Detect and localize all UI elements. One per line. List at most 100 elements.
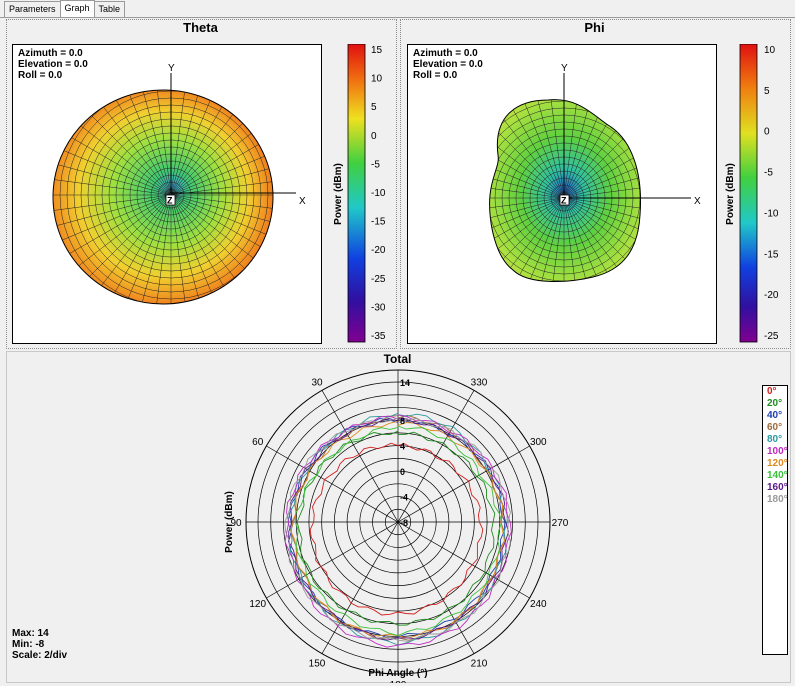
- polar-angle-label: 150: [309, 658, 326, 669]
- colorbar-tick-label: -25: [371, 274, 386, 285]
- phi-roll: Roll = 0.0: [413, 70, 458, 81]
- polar-angle-label: 240: [530, 599, 547, 610]
- legend-item: 0°: [767, 386, 777, 397]
- legend-item: 60°: [767, 422, 783, 433]
- colorbar-tick-label: -10: [764, 208, 779, 219]
- phi-panel: [400, 19, 791, 349]
- polar-series-line: [288, 417, 506, 639]
- colorbar-tick-label: -5: [371, 159, 380, 170]
- polar-spoke: [321, 390, 399, 523]
- polar-series-line: [294, 425, 503, 636]
- polar-angle-label: 0: [395, 365, 401, 367]
- polar-spoke: [266, 521, 399, 599]
- theta-x-label: X: [299, 196, 306, 207]
- colorbar-tick-label: 10: [371, 74, 383, 85]
- colorbar-tick-label: -25: [764, 331, 779, 342]
- phi-colorbar-ticks: 10 5 0 -5 -10 -15 -20 -25: [764, 45, 779, 342]
- polar-series-line: [288, 418, 509, 641]
- total-stats: Max: 14 Min: -8 Scale: 2/div: [12, 628, 67, 661]
- polar-series: [284, 412, 512, 648]
- polar-angle-label: 270: [552, 518, 569, 529]
- polar-radial-label: 0: [400, 467, 405, 477]
- colorbar-tick-label: -30: [371, 302, 386, 313]
- phi-z-label: Z: [561, 196, 567, 206]
- colorbar-tick-label: -15: [371, 217, 386, 228]
- colorbar-tick-label: 10: [764, 45, 776, 56]
- legend-item: 140°: [767, 470, 788, 481]
- polar-series-line: [296, 430, 496, 626]
- phi-pattern-svg: Y X Z: [489, 63, 701, 282]
- theta-3d-plot[interactable]: Y X Z: [12, 44, 322, 344]
- polar-spoke: [397, 390, 475, 523]
- theta-pattern-svg: Y X Z: [52, 63, 306, 305]
- polar-spoke: [397, 521, 475, 654]
- phi-z-box: [559, 194, 570, 206]
- colorbar-tick-label: 0: [764, 127, 770, 138]
- tab-divider: [0, 17, 795, 18]
- tab-bar: Parameters Graph Table: [4, 0, 126, 18]
- theta-view-info: Azimuth = 0.0 Elevation = 0.0 Roll = 0.0: [18, 48, 88, 81]
- polar-labels: 0 30 60 90 120 150 180 210 240 270 300 330 14 8 4 0 -4 -8: [230, 365, 568, 683]
- phi-azimuth: Azimuth = 0.0: [413, 48, 478, 59]
- legend-item: 100°: [767, 446, 788, 457]
- polar-angle-label: 330: [471, 378, 488, 389]
- polar-angle-label: 60: [252, 437, 264, 448]
- theta-y-label: Y: [168, 63, 175, 74]
- total-polar-chart[interactable]: 0 30 60 90 120 150 180 210 240 270 300 330 14 8 4 0 -4 -8…: [210, 365, 600, 683]
- legend-item: 20°: [767, 398, 783, 409]
- colorbar-tick-label: -5: [764, 168, 773, 179]
- theta-colorbar-label: Power (dBm): [333, 163, 344, 225]
- legend-item: 120°: [767, 458, 788, 469]
- legend-item: 180°: [767, 494, 788, 505]
- phi-title: Phi: [584, 20, 605, 35]
- colorbar-tick-label: -20: [371, 245, 386, 256]
- total-panel: [6, 351, 791, 683]
- polar-angle-label: 90: [230, 518, 242, 529]
- theta-colorbar-gradient: [347, 43, 366, 343]
- colorbar-tick-label: 5: [371, 102, 377, 113]
- tab-graph[interactable]: Graph: [59, 0, 95, 18]
- polar-angle-label: 120: [249, 599, 266, 610]
- polar-spoke: [397, 445, 530, 523]
- theta-panel: [6, 19, 397, 349]
- total-ylabel: Power (dBm): [224, 491, 235, 553]
- phi-y-label: Y: [561, 63, 568, 74]
- legend-item: 40°: [767, 410, 783, 421]
- polar-radial-label: -8: [400, 518, 408, 528]
- polar-series-line: [284, 417, 511, 642]
- theta-azimuth: Azimuth = 0.0: [18, 48, 83, 59]
- min-value: Min: -8: [12, 639, 45, 650]
- polar-series-line: [309, 442, 484, 616]
- polar-angle-label: 30: [311, 378, 323, 389]
- theta-z-box: [165, 194, 176, 206]
- polar-radial-label: 4: [400, 442, 405, 452]
- polar-angle-label: 210: [471, 658, 488, 669]
- legend-item: 80°: [767, 434, 783, 445]
- tab-table[interactable]: Table: [93, 1, 126, 17]
- phi-3d-plot[interactable]: Y X Z: [407, 44, 717, 344]
- phi-x-label: X: [694, 196, 701, 207]
- polar-spoke: [397, 521, 530, 599]
- theta-colorbar: 15 10 5 0 -5 -10 -15 -20 -25 -30 -35 Power (dBm): [328, 43, 388, 344]
- polar-series-line: [284, 414, 512, 648]
- colorbar-tick-label: -15: [764, 249, 779, 260]
- colorbar-tick-label: 0: [371, 131, 377, 142]
- tab-parameters[interactable]: Parameters: [4, 1, 61, 17]
- total-title: Total: [383, 352, 412, 366]
- polar-spoke: [266, 445, 399, 523]
- phi-colorbar-label: Power (dBm): [725, 163, 736, 225]
- phi-elevation: Elevation = 0.0: [413, 59, 483, 70]
- colorbar-tick-label: 5: [764, 86, 770, 97]
- phi-colorbar-gradient: [739, 43, 758, 343]
- phi-colorbar: 10 5 0 -5 -10 -15 -20 -25 Power (dBm): [721, 43, 785, 344]
- polar-grid: [245, 369, 551, 675]
- series-legend: 0° 20° 40° 60° 80° 100° 120° 140° 160° 180°: [762, 385, 788, 655]
- colorbar-tick-label: 15: [371, 45, 383, 56]
- legend-item: 160°: [767, 482, 788, 493]
- polar-angle-label: 300: [530, 437, 547, 448]
- phi-view-info: Azimuth = 0.0 Elevation = 0.0 Roll = 0.0: [413, 48, 483, 81]
- polar-radial-label: -4: [400, 493, 408, 503]
- colorbar-tick-label: -10: [371, 188, 386, 199]
- colorbar-tick-label: -35: [371, 331, 386, 342]
- polar-spoke: [321, 521, 399, 654]
